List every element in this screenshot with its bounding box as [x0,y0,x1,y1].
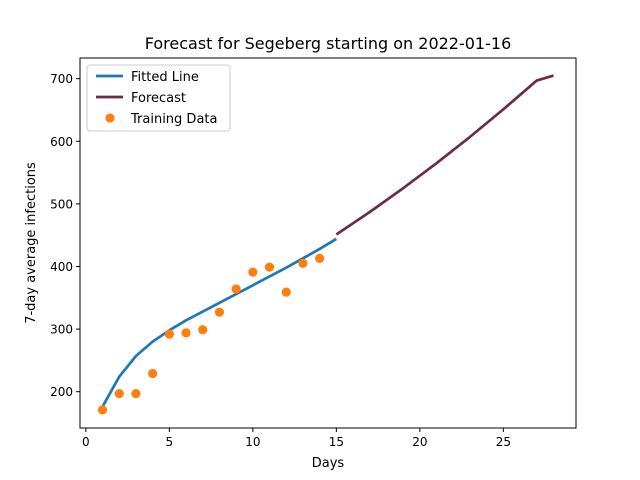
legend-swatch [105,113,115,123]
x-tick-label: 5 [166,435,174,449]
x-axis: 0 5 10 15 20 25 [82,428,511,449]
data-point [148,368,158,379]
series-line-fitted-line [101,237,338,408]
data-point [97,405,108,415]
data-point [281,287,291,297]
y-axis: 200 300 400 500 600 700 [50,72,80,399]
x-tick-label: 10 [245,435,260,449]
y-tick-label: 700 [50,72,73,86]
x-axis-label: Days [312,456,345,471]
data-point [114,388,124,399]
legend-entry: Forecast [131,91,186,106]
x-tick-label: 20 [412,435,427,449]
x-tick-label: 25 [496,435,511,449]
legend-entry: Training Data [130,112,217,127]
data-point [164,329,174,339]
y-tick-label: 200 [50,385,73,399]
data-point [264,262,275,272]
legend-entry: Fitted Line [131,70,199,85]
data-point [214,307,225,317]
data-point [131,388,141,399]
chart-title: Forecast for Segeberg starting on 2022-0… [145,34,512,53]
y-tick-label: 300 [50,323,73,337]
legend-box [86,64,231,132]
y-axis-label: 7-day average infections [24,162,39,324]
y-tick-label: 400 [50,260,73,274]
x-tick-label: 15 [329,435,344,449]
plot-frame [79,57,577,429]
series-line-forecast [335,74,554,236]
legend: Fitted Line Forecast Training Data [86,64,231,132]
data-point [198,325,208,335]
y-tick-label: 500 [50,197,73,211]
data-point [181,328,191,338]
data-point [248,267,258,277]
x-tick-label: 0 [82,435,90,449]
data-point [315,253,325,263]
data-point [298,258,308,268]
y-tick-label: 600 [50,135,73,149]
data-point [231,284,241,294]
